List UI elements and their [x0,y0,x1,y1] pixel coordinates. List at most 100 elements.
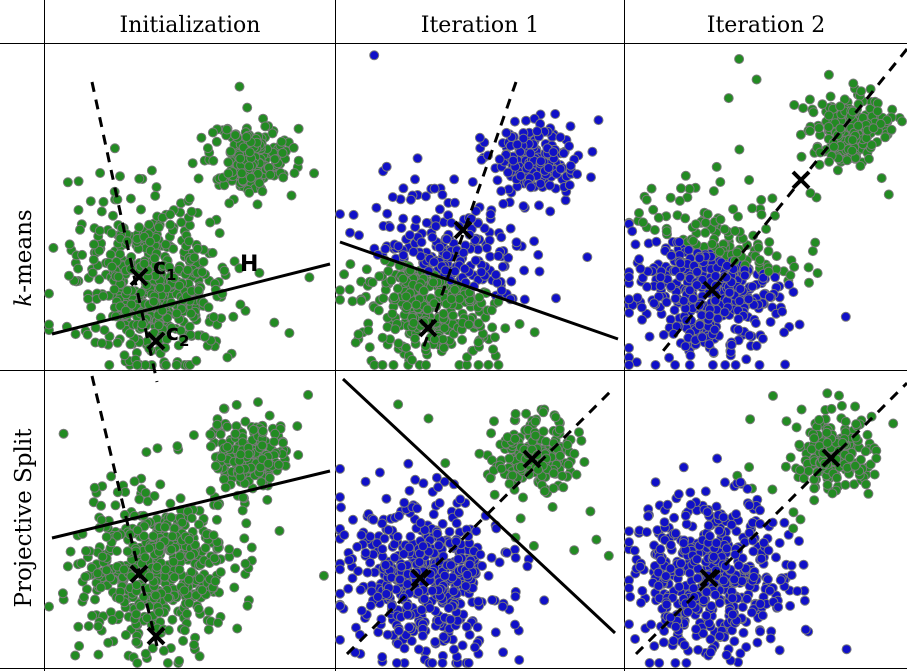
data-point [770,210,780,221]
data-point [659,517,670,528]
data-point [158,645,169,656]
data-point [110,500,121,511]
data-point [679,640,690,651]
data-point [668,635,679,646]
data-point [685,487,696,498]
data-point [569,545,580,556]
data-point [624,272,634,283]
data-point [634,254,645,265]
data-point [89,239,99,250]
data-point [392,283,403,294]
data-point [410,333,420,344]
data-point [785,600,796,611]
data-point [411,299,422,310]
data-point [796,404,807,415]
data-point [224,198,235,209]
data-point [408,317,419,328]
data-point [175,493,186,504]
data-point [160,239,171,250]
data-point [745,414,756,425]
data-point [551,293,561,304]
data-point [703,520,714,531]
data-point [96,338,107,349]
data-point [416,237,427,248]
data-point [174,655,185,666]
data-point [70,329,81,340]
data-point [184,321,195,332]
data-point [733,560,744,571]
data-point [674,581,685,592]
data-point [814,123,824,133]
data-point [509,116,520,127]
data-point [264,410,275,421]
data-point [457,640,468,651]
data-point [861,479,871,490]
data-point [648,204,659,215]
data-point [89,482,100,493]
data-point [789,261,800,272]
data-point [392,531,403,542]
data-point [181,608,192,619]
row-header-kmeans: k-means [11,209,37,306]
data-point [649,225,660,235]
data-point [140,487,151,498]
data-point [574,427,584,438]
data-point [197,267,208,278]
data-point [474,448,485,459]
data-point [377,332,388,343]
data-point [225,146,236,157]
data-point [96,500,106,511]
data-point [80,571,91,582]
data-point [44,288,54,299]
data-point [765,317,776,327]
data-point [777,306,788,317]
data-point [680,170,691,181]
data-point [438,631,449,642]
data-point [768,390,778,401]
data-point [826,403,837,414]
data-point [897,116,907,127]
data-point [115,171,125,182]
data-point [710,589,721,600]
data-point [562,439,573,450]
data-point [427,658,438,668]
data-point [438,342,449,353]
data-point [404,622,415,633]
data-point [569,448,580,459]
data-point [145,236,155,247]
data-point [469,642,480,653]
data-point [758,537,769,548]
data-point [211,136,222,147]
data-point [120,630,131,640]
data-point [414,557,425,568]
data-point [429,257,439,268]
data-point [163,625,174,636]
data-point [653,580,664,591]
data-point [747,281,758,292]
data-point [350,337,361,348]
data-point [451,536,462,547]
data-point [97,551,108,562]
data-point [218,403,229,414]
row-header-kmeans-italic: k [11,293,37,307]
data-point [863,153,874,164]
data-point [764,237,775,248]
data-point [381,493,392,504]
data-point [384,222,395,233]
data-point [755,518,765,529]
centroid-cross-2 [146,331,166,351]
data-point [755,598,766,609]
data-point [194,651,205,662]
data-point [835,123,846,134]
data-point [467,177,478,187]
data-point [534,266,545,277]
data-point [269,154,280,165]
data-point [630,239,641,250]
data-point [244,187,255,198]
data-point [252,199,263,210]
data-point [152,561,163,572]
data-point [635,561,646,572]
data-point [269,436,280,447]
data-point [140,552,151,563]
